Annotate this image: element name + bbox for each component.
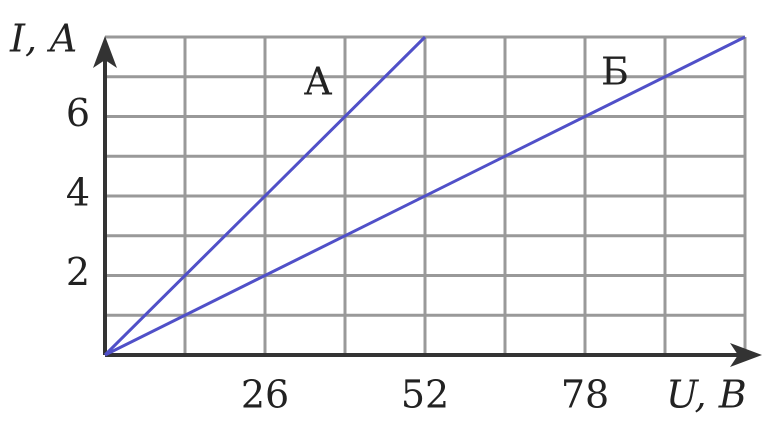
data-line xyxy=(103,35,427,357)
data-line xyxy=(104,35,746,357)
y-axis-label: I, А xyxy=(9,17,78,61)
x-axis-label: U, В xyxy=(666,373,747,417)
y-axis-arrow xyxy=(93,36,117,68)
y-tick-label: 2 xyxy=(66,250,90,294)
x-tick-label: 26 xyxy=(241,373,289,417)
x-axis-arrow xyxy=(730,343,762,367)
line-label: А xyxy=(304,60,333,104)
line-label: Б xyxy=(601,50,629,94)
x-tick-label: 52 xyxy=(401,373,449,417)
y-tick-label: 4 xyxy=(66,171,90,215)
y-tick-label: 6 xyxy=(66,91,90,135)
x-tick-label: 78 xyxy=(561,373,609,417)
